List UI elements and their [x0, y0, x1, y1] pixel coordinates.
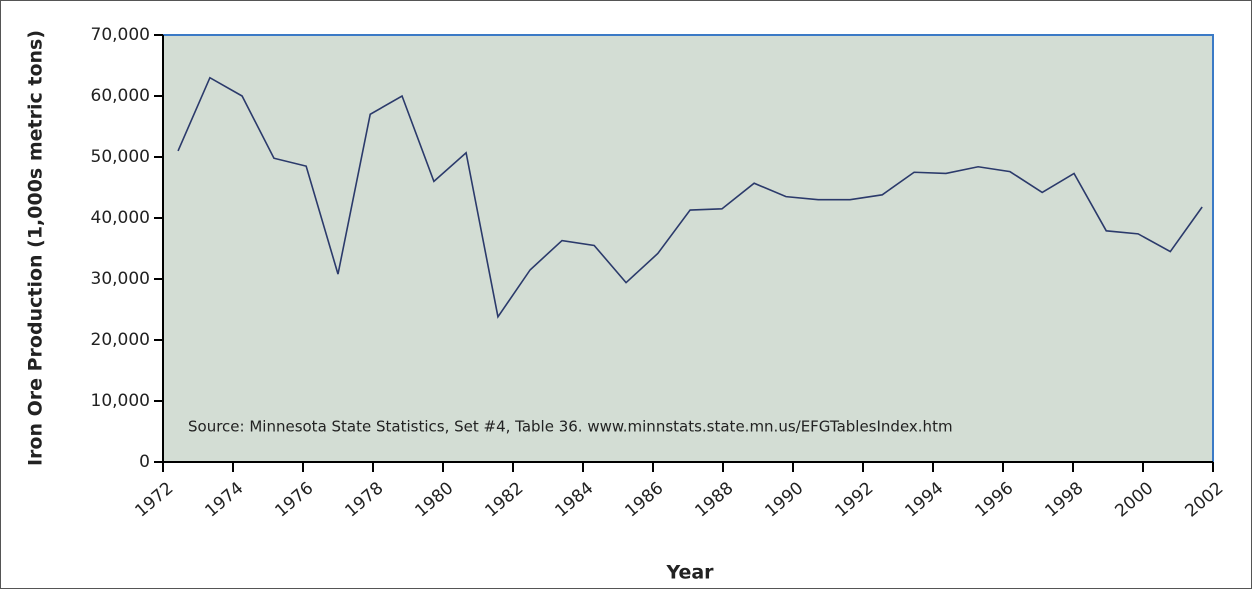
y-tick-label: 70,000	[91, 25, 150, 45]
data-line	[177, 76, 1203, 319]
y-tick-label: 40,000	[91, 208, 150, 228]
x-axis-title: Year	[665, 562, 714, 584]
y-tick-label: 60,000	[91, 86, 150, 106]
annotation: Source: Minnesota State Statistics, Set …	[188, 418, 953, 436]
y-tick-label: 30,000	[91, 269, 150, 289]
y-tick-label: 10,000	[91, 391, 150, 411]
y-axis-title: Iron Ore Production (1,000s metric tons)	[25, 30, 47, 466]
y-tick-label: 20,000	[91, 330, 150, 350]
y-tick-label: 0	[139, 452, 150, 472]
y-tick-label: 50,000	[91, 147, 150, 167]
plot-background	[162, 34, 1214, 463]
